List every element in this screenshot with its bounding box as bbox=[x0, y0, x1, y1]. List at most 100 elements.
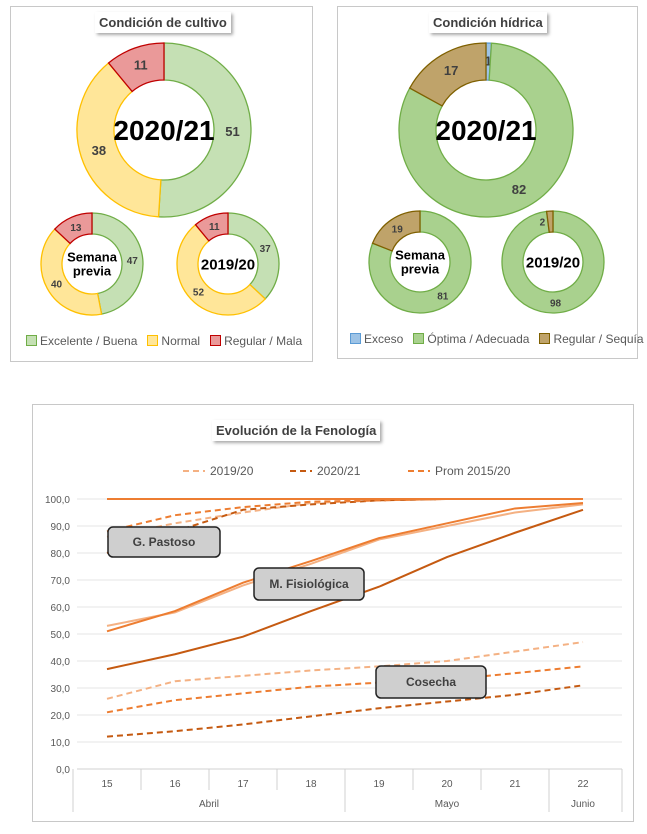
donut-segment bbox=[398, 42, 574, 218]
donut-value-label: 38 bbox=[92, 143, 106, 158]
legend-label: Óptima / Adecuada bbox=[427, 332, 530, 346]
x-tick-label: 16 bbox=[169, 779, 181, 790]
series-line bbox=[106, 641, 584, 700]
donut-value-label: 19 bbox=[392, 225, 404, 236]
x-tick-label: 18 bbox=[305, 779, 317, 790]
legend-swatch-icon bbox=[539, 333, 551, 344]
annotation-label: G. Pastoso bbox=[133, 535, 196, 549]
month-label: Abril bbox=[199, 799, 219, 810]
donut-center-label: 2020/21 bbox=[435, 115, 536, 146]
series-line bbox=[106, 503, 584, 627]
donut-center-label: Semana bbox=[67, 249, 118, 264]
donut-segment bbox=[157, 42, 252, 218]
legend-label: Excelente / Buena bbox=[40, 334, 138, 348]
donut-value-label: 2 bbox=[540, 218, 546, 229]
annotation-label: Cosecha bbox=[406, 675, 456, 689]
donut-value-label: 11 bbox=[134, 58, 148, 73]
donut-center-label: 2019/20 bbox=[201, 256, 255, 273]
donut-segment bbox=[53, 212, 93, 245]
y-tick-label: 30,0 bbox=[51, 684, 71, 695]
donut-segment bbox=[194, 212, 229, 242]
legend-item: Óptima / Adecuada bbox=[413, 332, 529, 346]
x-tick-label: 22 bbox=[577, 779, 589, 790]
series-line bbox=[106, 665, 584, 714]
legend-swatch-icon bbox=[350, 333, 361, 344]
annotation-box bbox=[375, 665, 487, 699]
donut-value-label: 52 bbox=[193, 288, 205, 299]
donut-segment bbox=[371, 210, 421, 252]
series-line bbox=[106, 684, 584, 738]
donut-segment bbox=[545, 210, 554, 233]
donut-center-label: 2020/21 bbox=[113, 115, 214, 146]
month-label: Junio bbox=[571, 799, 595, 810]
series-line bbox=[106, 502, 584, 633]
donut-segment bbox=[501, 210, 605, 314]
legend-item: Normal bbox=[147, 334, 200, 348]
annotation-label: M. Fisiológica bbox=[269, 577, 349, 591]
donut-center-label: previa bbox=[73, 264, 112, 279]
y-tick-label: 40,0 bbox=[51, 657, 71, 668]
donut-value-label: 47 bbox=[127, 256, 139, 267]
x-tick-label: 21 bbox=[509, 779, 521, 790]
water-condition-legend: Exceso Óptima / Adecuada Regular / Sequía bbox=[350, 332, 644, 346]
legend-label: Regular / Mala bbox=[224, 334, 303, 348]
donut-value-label: 17 bbox=[444, 63, 458, 78]
legend-swatch-icon bbox=[26, 335, 37, 346]
donut-value-label: 98 bbox=[550, 298, 562, 309]
crop-condition-legend: Excelente / Buena Normal Regular / Mala bbox=[26, 334, 302, 348]
donut-segment bbox=[91, 212, 144, 315]
legend-label: Normal bbox=[161, 334, 201, 348]
donut-value-label: 82 bbox=[512, 182, 526, 197]
donut-value-label: 13 bbox=[70, 223, 82, 234]
legend-swatch-icon bbox=[413, 333, 425, 344]
y-tick-label: 20,0 bbox=[51, 711, 71, 722]
donut-center-label: Semana bbox=[395, 247, 446, 262]
phenology-title: Evolución de la Fenología bbox=[212, 420, 381, 441]
legend-swatch-icon bbox=[210, 335, 222, 346]
donut-center-label: 2019/20 bbox=[526, 254, 580, 271]
month-label: Mayo bbox=[435, 799, 460, 810]
annotation-box bbox=[253, 567, 365, 601]
y-tick-label: 50,0 bbox=[51, 630, 71, 641]
donut-segment bbox=[76, 62, 162, 218]
y-tick-label: 10,0 bbox=[51, 738, 71, 749]
crop-condition-title: Condición de cultivo bbox=[95, 12, 231, 33]
x-tick-label: 17 bbox=[237, 779, 249, 790]
donut-value-label: 51 bbox=[225, 124, 239, 139]
y-tick-label: 60,0 bbox=[51, 603, 71, 614]
donut-value-label: 11 bbox=[209, 222, 220, 233]
legend-item: Excelente / Buena bbox=[26, 334, 137, 348]
legend-item: Regular / Sequía bbox=[539, 332, 644, 346]
donut-value-label: 81 bbox=[437, 291, 449, 302]
donut-value-label: 37 bbox=[260, 244, 272, 255]
y-tick-label: 70,0 bbox=[51, 576, 71, 587]
donut-center-label: previa bbox=[401, 262, 440, 277]
donut-segment bbox=[107, 42, 165, 93]
phenology-panel bbox=[32, 404, 634, 822]
donut-value-label: 1 bbox=[485, 54, 492, 69]
y-tick-label: 90,0 bbox=[51, 522, 71, 533]
legend-swatch-icon bbox=[147, 335, 159, 346]
legend-label: 2019/20 bbox=[210, 464, 254, 478]
legend-label: Exceso bbox=[364, 332, 404, 346]
y-tick-label: 80,0 bbox=[51, 549, 71, 560]
x-tick-label: 20 bbox=[441, 779, 453, 790]
x-tick-label: 15 bbox=[101, 779, 113, 790]
y-tick-label: 100,0 bbox=[45, 495, 70, 506]
legend-item: Exceso bbox=[350, 332, 403, 346]
legend-label: Regular / Sequía bbox=[553, 332, 644, 346]
annotation-box bbox=[107, 526, 221, 558]
legend-label: Prom 2015/20 bbox=[435, 464, 511, 478]
donut-segment bbox=[408, 42, 487, 107]
series-line bbox=[106, 498, 583, 533]
donut-value-label: 40 bbox=[51, 280, 63, 291]
donut-segment bbox=[368, 210, 472, 314]
donut-segment bbox=[176, 223, 267, 316]
x-tick-label: 19 bbox=[373, 779, 385, 790]
y-tick-label: 0,0 bbox=[56, 765, 70, 776]
legend-label: 2020/21 bbox=[317, 464, 361, 478]
legend-item: Regular / Mala bbox=[210, 334, 302, 348]
